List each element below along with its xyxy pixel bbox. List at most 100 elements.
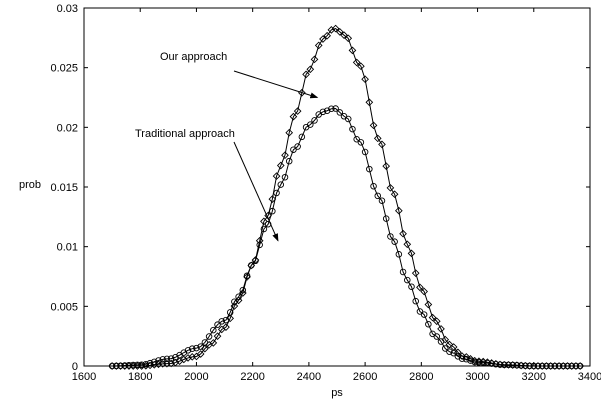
- data-point: [332, 105, 339, 112]
- annotation-label: Our approach: [160, 51, 227, 63]
- data-point: [239, 286, 247, 294]
- data-point: [374, 192, 382, 200]
- data-point: [361, 75, 369, 84]
- data-point: [432, 317, 441, 326]
- data-point: [302, 70, 310, 79]
- data-point: [331, 24, 340, 33]
- data-point: [327, 26, 336, 34]
- data-point: [425, 320, 432, 328]
- data-point: [319, 35, 327, 43]
- data-point: [458, 355, 466, 362]
- y-axis: 0 0.005 0.01 0.015 0.02 0.025 0.03: [50, 3, 590, 373]
- data-point: [513, 361, 521, 369]
- data-point: [424, 300, 433, 309]
- data-point: [467, 357, 474, 364]
- data-point: [138, 361, 145, 369]
- y-tick-label: 0.03: [57, 3, 78, 15]
- data-point: [462, 353, 471, 361]
- data-point: [555, 362, 563, 370]
- data-point: [184, 354, 192, 362]
- annotation-arrow: [233, 141, 279, 242]
- data-point: [348, 46, 357, 55]
- y-tick-label: 0.015: [50, 182, 78, 194]
- data-point: [163, 355, 171, 363]
- data-point: [248, 262, 255, 269]
- annotation-label: Traditional approach: [135, 128, 235, 140]
- data-point: [231, 298, 238, 305]
- data-point: [551, 362, 559, 370]
- data-point: [214, 321, 221, 328]
- data-point: [517, 362, 525, 369]
- data-point: [378, 197, 386, 205]
- data-point: [197, 343, 204, 350]
- data-point: [323, 107, 331, 114]
- data-point: [117, 362, 124, 370]
- data-point: [151, 358, 158, 366]
- data-point: [344, 34, 353, 43]
- data-point: [560, 362, 567, 370]
- data-point: [113, 362, 120, 370]
- data-point: [306, 65, 315, 74]
- data-point: [416, 283, 424, 292]
- data-point: [121, 362, 129, 369]
- data-point: [530, 362, 538, 370]
- data-point: [146, 359, 154, 367]
- data-point: [298, 133, 306, 141]
- data-point: [505, 361, 512, 369]
- data-point: [260, 225, 268, 233]
- data-point: [526, 362, 533, 370]
- y-tick-label: 0: [72, 361, 78, 373]
- data-point: [134, 361, 141, 369]
- data-point: [256, 241, 263, 249]
- data-point: [534, 362, 542, 370]
- data-point: [294, 143, 301, 150]
- data-point: [155, 357, 162, 364]
- data-point: [269, 207, 276, 215]
- data-point: [323, 31, 331, 40]
- data-point: [437, 338, 445, 345]
- data-point: [268, 195, 277, 203]
- data-point: [213, 332, 222, 341]
- data-point: [125, 361, 133, 369]
- data-point: [222, 316, 230, 324]
- data-point: [171, 358, 180, 367]
- data-point: [420, 287, 428, 296]
- data-point: [378, 140, 386, 149]
- data-point: [276, 161, 285, 170]
- y-tick-label: 0.01: [57, 242, 78, 254]
- data-point: [167, 359, 175, 368]
- series-line-0: [112, 28, 581, 367]
- data-point: [441, 335, 450, 344]
- data-point: [222, 323, 230, 331]
- data-point: [252, 257, 259, 265]
- data-point: [399, 229, 407, 238]
- data-point: [260, 217, 268, 226]
- data-point: [366, 165, 373, 173]
- data-point: [568, 362, 575, 370]
- data-point: [349, 125, 356, 133]
- data-point: [404, 276, 411, 284]
- data-point: [564, 362, 571, 370]
- data-point: [201, 344, 209, 353]
- data-point: [210, 326, 217, 334]
- data-point: [353, 136, 360, 143]
- data-point: [437, 325, 445, 333]
- data-point: [522, 362, 529, 370]
- y-tick-label: 0.02: [57, 122, 78, 134]
- data-point: [471, 358, 478, 366]
- data-point: [390, 190, 399, 199]
- data-point: [411, 269, 420, 278]
- data-point: [285, 157, 293, 165]
- data-point: [428, 313, 437, 322]
- data-point: [311, 117, 318, 124]
- data-point: [387, 233, 394, 240]
- data-point: [509, 361, 516, 369]
- data-point: [310, 55, 319, 64]
- x-axis-label: ps: [331, 387, 343, 399]
- data-point: [373, 134, 382, 143]
- data-point: [369, 121, 378, 130]
- y-axis-label: prob: [19, 179, 41, 191]
- data-point: [281, 151, 289, 160]
- data-point: [340, 31, 348, 40]
- data-point: [446, 348, 453, 355]
